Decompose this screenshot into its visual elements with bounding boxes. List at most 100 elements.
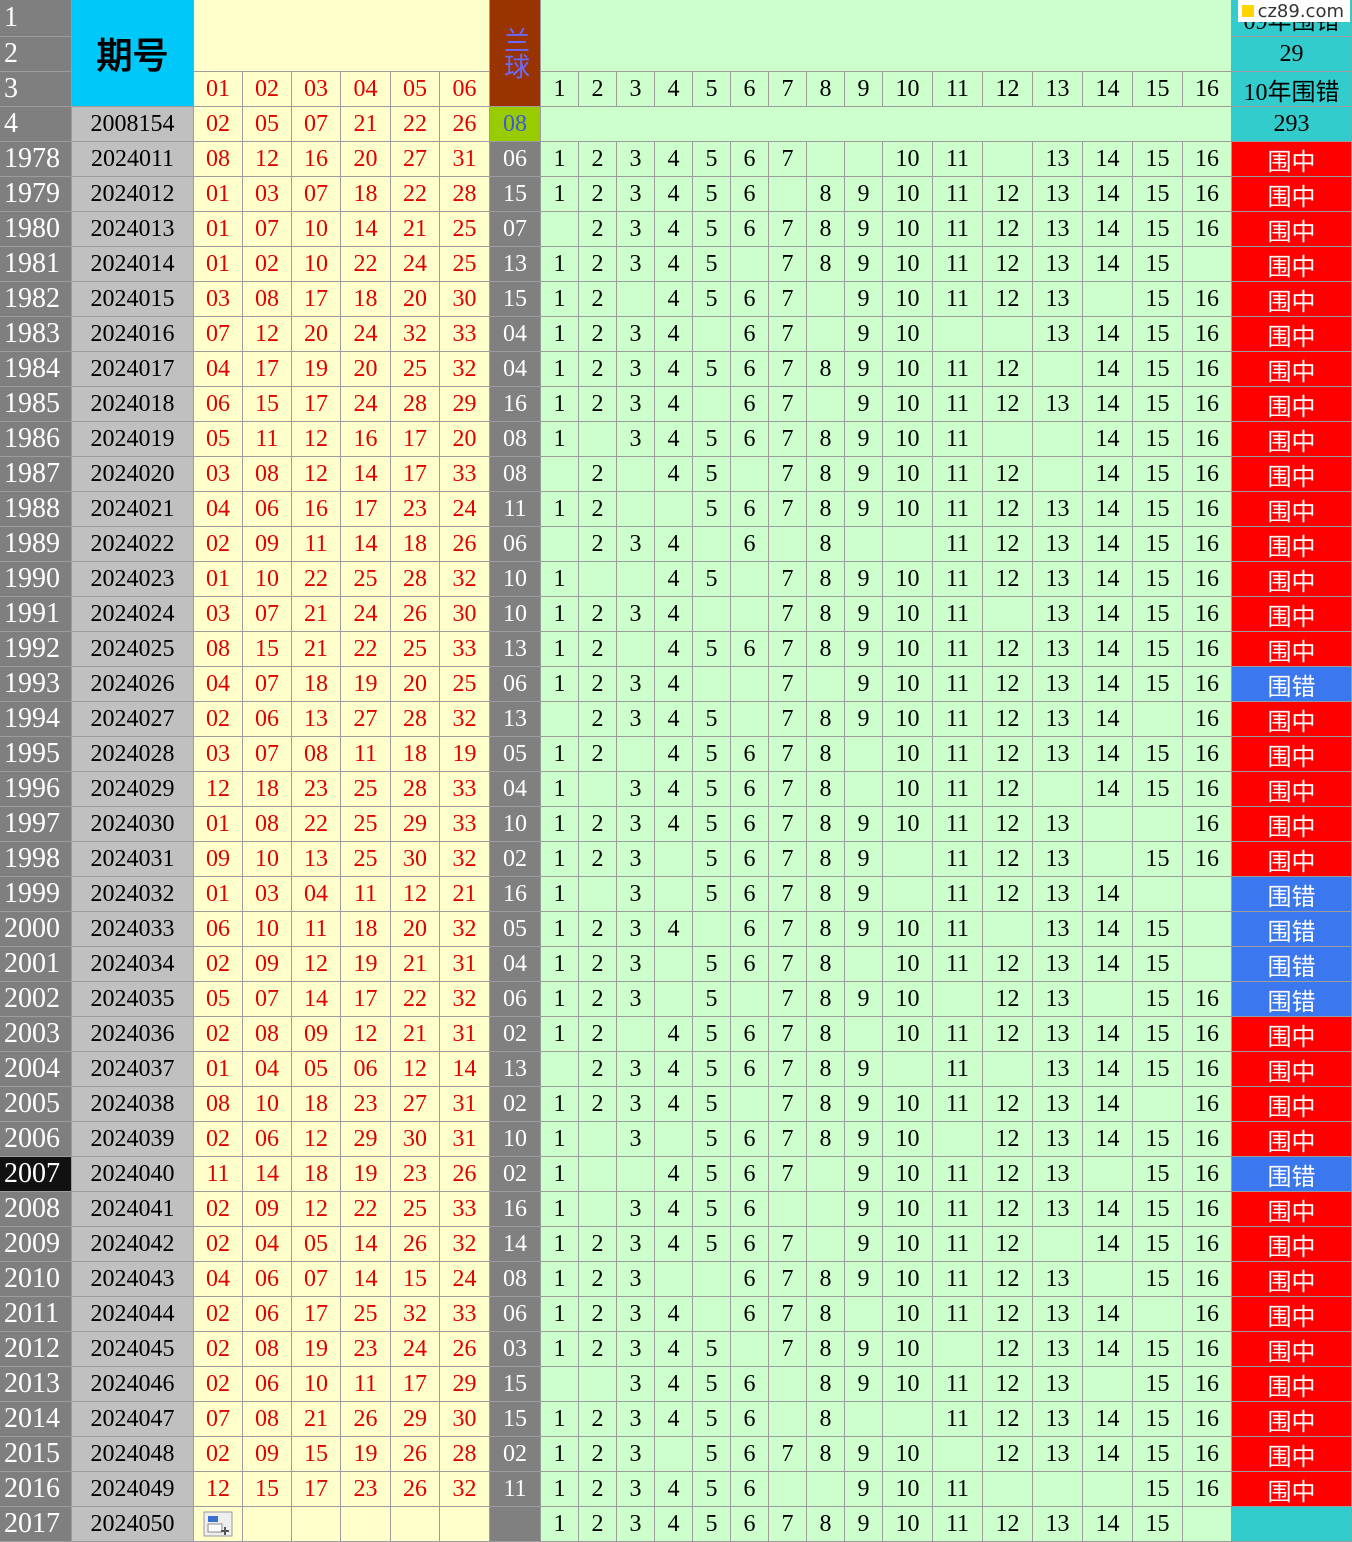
red-ball: 09 (243, 947, 292, 982)
red-ball: 19 (292, 1332, 341, 1367)
number: 15 (1133, 772, 1183, 807)
number: 1 (541, 282, 579, 317)
number: 9 (845, 912, 883, 947)
number: 14 (1083, 387, 1133, 422)
number: 13 (1033, 842, 1083, 877)
blue-ball: 10 (490, 1122, 541, 1157)
red-ball: 08 (292, 737, 341, 772)
number: 2 (579, 1227, 617, 1262)
red-ball: 17 (292, 387, 341, 422)
side-label: 29 (1232, 37, 1352, 72)
red-ball: 03 (194, 597, 243, 632)
red-ball: 32 (440, 842, 490, 877)
number: 5 (693, 352, 731, 387)
result (1232, 1507, 1352, 1542)
number: 6 (731, 1297, 769, 1332)
red-ball: 07 (243, 212, 292, 247)
number: 5 (693, 807, 731, 842)
number: 4 (655, 737, 693, 772)
number: 9 (845, 282, 883, 317)
number (579, 422, 617, 457)
number (1033, 1227, 1083, 1262)
number: 1 (541, 1332, 579, 1367)
number: 3 (617, 1227, 655, 1262)
number: 10 (883, 1122, 933, 1157)
number: 14 (1083, 597, 1133, 632)
number: 5 (693, 492, 731, 527)
number: 2 (579, 982, 617, 1017)
number: 7 (769, 1087, 807, 1122)
number: 13 (1033, 142, 1083, 177)
row-number: 1 (0, 0, 72, 37)
blue-ball: 03 (490, 1332, 541, 1367)
number: 11 (933, 387, 983, 422)
number (731, 247, 769, 282)
number (845, 772, 883, 807)
number: 15 (1133, 1472, 1183, 1507)
number: 16 (1183, 1017, 1232, 1052)
number: 11 (933, 1087, 983, 1122)
number: 14 (1083, 212, 1133, 247)
red-ball: 29 (440, 1367, 490, 1402)
number: 3 (617, 317, 655, 352)
number (883, 842, 933, 877)
red-ball: 06 (243, 1367, 292, 1402)
red-ball: 06 (243, 1297, 292, 1332)
number: 8 (807, 1332, 845, 1367)
number (731, 667, 769, 702)
number: 9 (845, 212, 883, 247)
number (693, 527, 731, 562)
number-header: 1 (541, 72, 579, 107)
number: 6 (731, 1122, 769, 1157)
number: 9 (845, 562, 883, 597)
red-ball: 12 (292, 457, 341, 492)
number: 3 (617, 1367, 655, 1402)
row-number: 3 (0, 72, 72, 107)
row-number: 2006 (0, 1122, 72, 1157)
number: 15 (1133, 982, 1183, 1017)
number-header: 7 (769, 72, 807, 107)
number (883, 1402, 933, 1437)
number (1183, 1507, 1232, 1542)
number: 1 (541, 807, 579, 842)
number (769, 1402, 807, 1437)
issue: 2024023 (72, 562, 194, 597)
number: 2 (579, 317, 617, 352)
number: 10 (883, 772, 933, 807)
row-number: 2 (0, 37, 72, 72)
number: 12 (983, 772, 1033, 807)
red-ball: 02 (194, 1297, 243, 1332)
number: 9 (845, 1437, 883, 1472)
number (1033, 422, 1083, 457)
red-ball: 26 (440, 107, 490, 142)
red-ball: 21 (341, 107, 391, 142)
result: 围中 (1232, 1437, 1352, 1472)
paste-icon[interactable] (201, 1509, 235, 1539)
number: 4 (655, 387, 693, 422)
issue: 2024040 (72, 1157, 194, 1192)
result: 围错 (1232, 667, 1352, 702)
number: 13 (1033, 737, 1083, 772)
number: 14 (1083, 1122, 1133, 1157)
number (807, 142, 845, 177)
red-ball: 04 (194, 1262, 243, 1297)
number: 9 (845, 1332, 883, 1367)
number: 11 (933, 1297, 983, 1332)
issue: 2024030 (72, 807, 194, 842)
red-ball: 22 (292, 562, 341, 597)
number: 13 (1033, 247, 1083, 282)
number: 6 (731, 842, 769, 877)
blue-ball: 07 (490, 212, 541, 247)
red-ball: 22 (341, 632, 391, 667)
number: 11 (933, 842, 983, 877)
number: 7 (769, 1052, 807, 1087)
number (541, 527, 579, 562)
number: 9 (845, 1157, 883, 1192)
red-ball: 05 (194, 982, 243, 1017)
number (617, 737, 655, 772)
issue: 2024027 (72, 702, 194, 737)
number-header: 13 (1033, 72, 1083, 107)
number: 1 (541, 1472, 579, 1507)
number: 10 (883, 1087, 933, 1122)
red-ball: 08 (194, 1087, 243, 1122)
